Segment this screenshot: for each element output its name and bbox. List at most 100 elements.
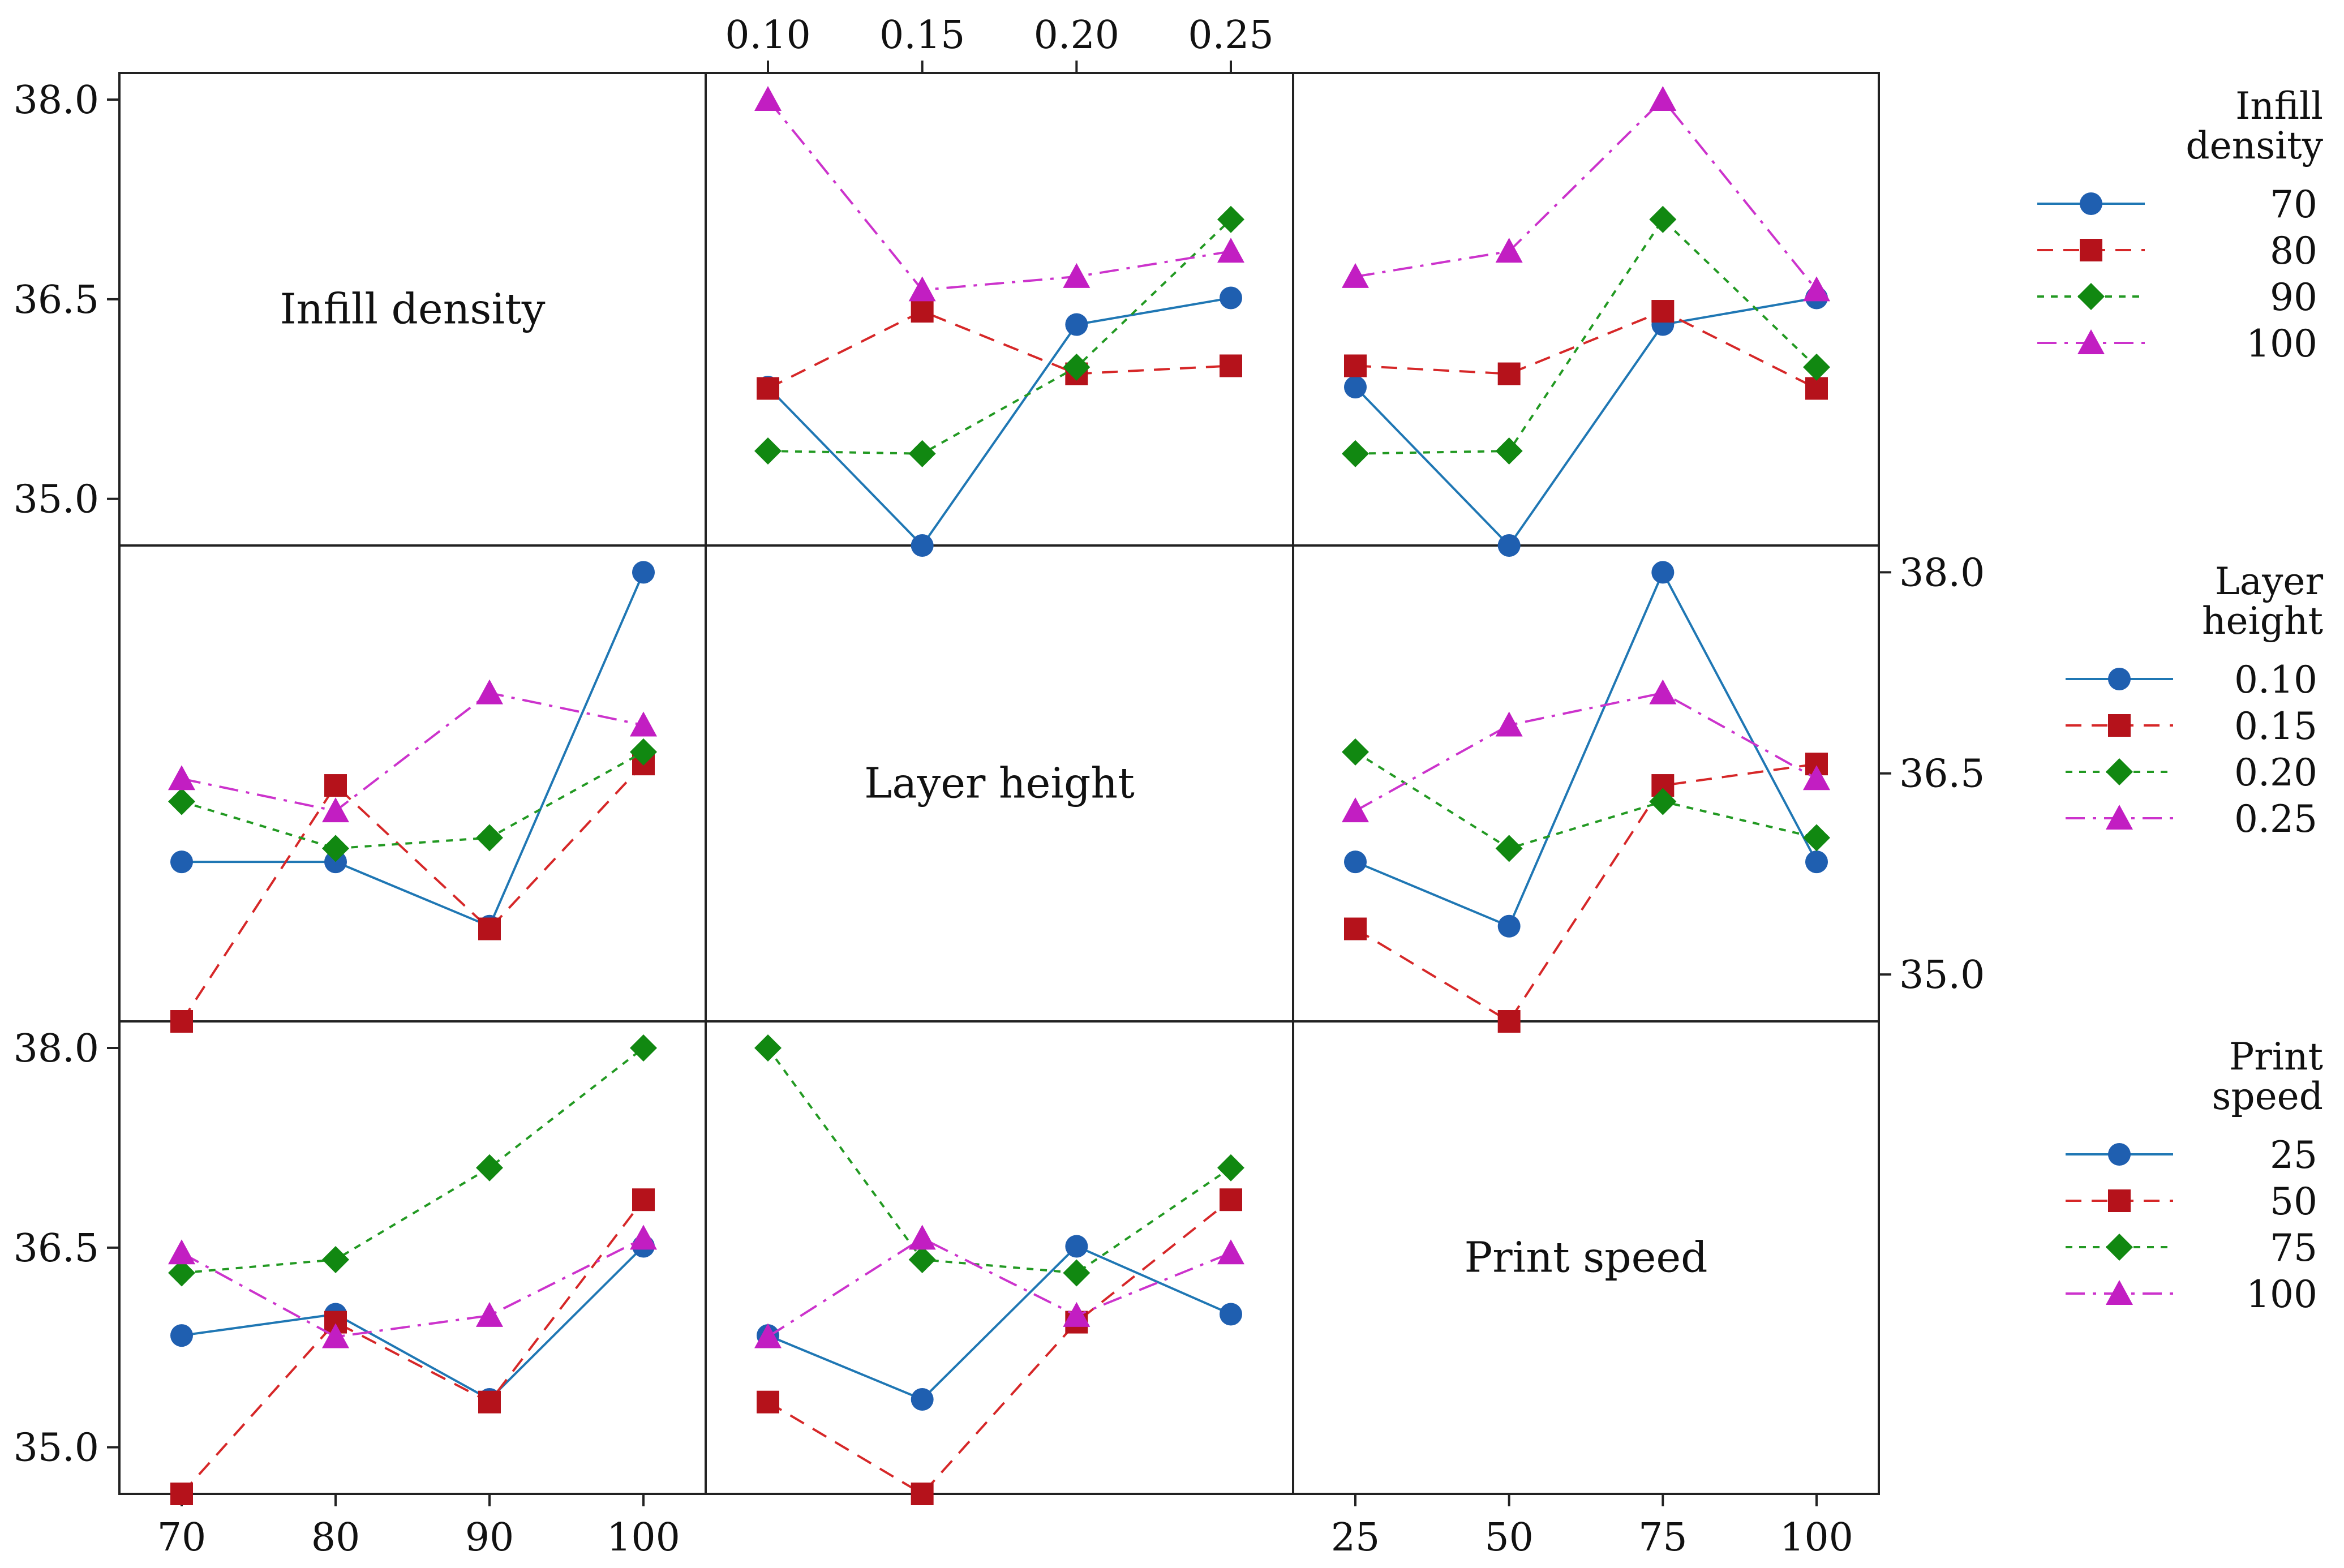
point-80-0 bbox=[1344, 354, 1367, 377]
series-line-100 bbox=[1355, 98, 1818, 291]
point-0.20-0 bbox=[1342, 738, 1369, 766]
legend-label-2-2: 75 bbox=[2270, 1226, 2317, 1270]
panel-border-r2-c1 bbox=[705, 1020, 1294, 1495]
point-50-0 bbox=[170, 1483, 193, 1505]
point-75-0 bbox=[168, 1259, 195, 1287]
point-100-2 bbox=[1063, 1301, 1091, 1327]
point-25-0 bbox=[170, 1324, 193, 1347]
series-line-100 bbox=[767, 1237, 1231, 1338]
point-70-3 bbox=[1220, 286, 1242, 310]
legend-label-0-1: 80 bbox=[2270, 229, 2317, 273]
panel-1-2 bbox=[1342, 561, 1830, 1033]
point-100-2 bbox=[1649, 86, 1677, 111]
legend-marker-0-3 bbox=[2077, 329, 2105, 354]
series-line-75 bbox=[181, 1047, 645, 1274]
point-75-1 bbox=[908, 1246, 936, 1274]
series-line-70 bbox=[767, 297, 1231, 548]
legend-marker-0-1 bbox=[2080, 239, 2102, 261]
point-100-0 bbox=[754, 1323, 782, 1348]
point-0.20-2 bbox=[476, 824, 503, 852]
point-0.10-0 bbox=[170, 850, 193, 874]
point-70-1 bbox=[911, 534, 934, 557]
x-tick-label-c1-2: 0.20 bbox=[1034, 13, 1119, 58]
legend-title-2-0: Print bbox=[2229, 1035, 2323, 1079]
point-90-2 bbox=[1063, 353, 1091, 381]
x-tick-label-c2-0: 25 bbox=[1331, 1515, 1380, 1560]
x-tick-label-c1-3: 0.25 bbox=[1188, 13, 1273, 58]
legend-title-0-0: Infill bbox=[2235, 84, 2323, 128]
legend-label-1-0: 0.10 bbox=[2234, 658, 2317, 702]
legend-label-2-0: 25 bbox=[2270, 1133, 2317, 1177]
legend-label-1-3: 0.25 bbox=[2234, 797, 2317, 841]
y-tick-label-r1-2: 38.0 bbox=[1899, 551, 1985, 595]
legend-marker-2-3 bbox=[2106, 1280, 2133, 1305]
point-0.25-1 bbox=[322, 797, 349, 823]
point-100-0 bbox=[1342, 263, 1369, 288]
series-line-90 bbox=[767, 218, 1232, 455]
point-90-1 bbox=[1495, 437, 1523, 465]
series-line-25 bbox=[767, 1245, 1231, 1401]
point-100-0 bbox=[754, 86, 782, 111]
point-90-3 bbox=[1803, 353, 1830, 381]
panel-border-r2-c2 bbox=[1292, 1020, 1880, 1495]
x-tick-label-c0-1: 80 bbox=[311, 1515, 360, 1560]
legend-label-2-1: 50 bbox=[2270, 1180, 2317, 1223]
point-0.20-1 bbox=[1495, 835, 1523, 862]
point-70-1 bbox=[1497, 534, 1521, 557]
legend-label-2-3: 100 bbox=[2246, 1273, 2317, 1316]
legend-marker-2-0 bbox=[2108, 1143, 2131, 1166]
point-100-3 bbox=[1217, 1239, 1244, 1265]
point-80-3 bbox=[1220, 354, 1242, 377]
point-100-1 bbox=[908, 1225, 936, 1250]
legend-label-0-0: 70 bbox=[2270, 183, 2317, 226]
panel-border-r0-c2 bbox=[1292, 72, 1880, 547]
point-50-3 bbox=[632, 1188, 655, 1212]
point-0.20-2 bbox=[1649, 788, 1677, 815]
point-100-0 bbox=[168, 1239, 195, 1265]
legend-label-1-1: 0.15 bbox=[2234, 704, 2317, 748]
point-0.25-1 bbox=[1495, 711, 1523, 737]
legend-marker-0-2 bbox=[2077, 283, 2105, 310]
y-tick-label-r2-1: 36.5 bbox=[14, 1226, 99, 1271]
point-90-0 bbox=[1342, 440, 1369, 467]
point-25-3 bbox=[1220, 1303, 1242, 1326]
x-tick-label-c1-0: 0.10 bbox=[725, 13, 810, 58]
legend-marker-2-2 bbox=[2106, 1234, 2133, 1261]
point-75-2 bbox=[476, 1154, 503, 1182]
point-50-3 bbox=[1220, 1188, 1242, 1212]
legend-marker-1-3 bbox=[2106, 805, 2133, 830]
point-0.10-3 bbox=[1805, 850, 1828, 874]
point-0.25-3 bbox=[630, 711, 657, 737]
y-tick-label-r1-0: 35.0 bbox=[1899, 953, 1985, 998]
point-75-1 bbox=[322, 1246, 349, 1274]
point-0.15-1 bbox=[324, 774, 347, 797]
point-70-2 bbox=[1065, 313, 1088, 336]
legend-label-1-2: 0.20 bbox=[2234, 751, 2317, 794]
point-90-3 bbox=[1217, 205, 1244, 233]
series-line-70 bbox=[1354, 297, 1817, 548]
point-80-3 bbox=[1805, 377, 1828, 400]
series-line-25 bbox=[181, 1245, 645, 1401]
series-line-75 bbox=[767, 1047, 1232, 1274]
point-0.10-0 bbox=[1344, 850, 1367, 874]
legend-marker-2-1 bbox=[2108, 1189, 2131, 1212]
point-90-1 bbox=[908, 440, 936, 467]
point-90-0 bbox=[754, 437, 782, 465]
point-0.25-0 bbox=[1342, 797, 1369, 823]
diagonal-label-0: Infill density bbox=[280, 285, 545, 334]
point-80-2 bbox=[1651, 300, 1675, 323]
point-0.20-3 bbox=[630, 738, 657, 766]
point-0.15-0 bbox=[1344, 917, 1367, 940]
point-0.20-3 bbox=[1803, 824, 1830, 852]
x-tick-label-c0-3: 100 bbox=[607, 1515, 680, 1560]
x-tick-label-c2-2: 75 bbox=[1638, 1515, 1688, 1560]
point-0.15-0 bbox=[170, 1010, 193, 1033]
legend-label-0-2: 90 bbox=[2270, 276, 2317, 319]
legend-title-0-1: density bbox=[2186, 124, 2323, 167]
series-line-50 bbox=[767, 1198, 1232, 1496]
point-50-2 bbox=[478, 1390, 501, 1414]
y-tick-label-r0-0: 35.0 bbox=[14, 478, 99, 522]
